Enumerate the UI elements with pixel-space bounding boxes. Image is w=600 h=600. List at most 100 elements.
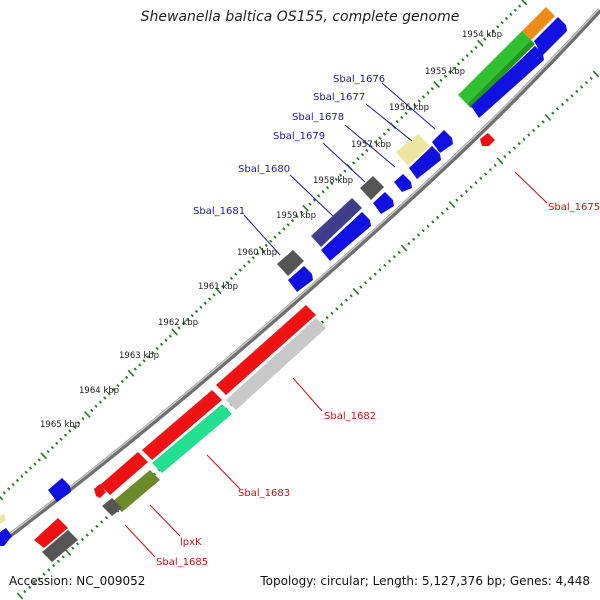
scale-tick xyxy=(461,58,465,62)
gene-feature-orange[interactable] xyxy=(522,7,555,40)
gene-label-sbal-1675[interactable]: Sbal_1675 xyxy=(548,202,600,213)
gene-label-sbal-1680[interactable]: Sbal_1680 xyxy=(238,164,290,175)
scale-tick xyxy=(407,242,411,246)
scale-tick xyxy=(397,250,401,254)
scale-tick xyxy=(90,408,94,413)
genome-backbone xyxy=(0,8,600,545)
gene-feature-pale-edge[interactable] xyxy=(0,514,6,524)
scale-tick xyxy=(85,533,89,537)
scale-tick xyxy=(452,66,456,70)
scale-tick xyxy=(24,470,28,474)
scale-tick xyxy=(335,307,339,311)
scale-tick xyxy=(103,396,107,400)
scale-tick xyxy=(23,590,27,594)
scale-tick xyxy=(465,53,469,58)
scale-tick xyxy=(242,264,247,268)
callout-sbal-1675 xyxy=(514,171,548,204)
scale-tick xyxy=(247,260,251,264)
gene-feature-gray-1960[interactable] xyxy=(277,250,304,276)
scale-tick xyxy=(76,421,81,425)
scale-tick xyxy=(138,363,142,367)
gene-label-sbal-1678[interactable]: Sbal_1678 xyxy=(292,112,344,123)
gene-feature-blue-edge[interactable] xyxy=(0,528,12,546)
gene-feature-sbal-1675[interactable] xyxy=(480,133,495,146)
gene-feature-blue-1960[interactable] xyxy=(288,266,313,292)
gene-label-sbal-1685[interactable]: Sbal_1685 xyxy=(156,557,208,568)
gene-label-sbal-1676[interactable]: Sbal_1676 xyxy=(333,74,385,85)
callout-sbal-1685 xyxy=(124,524,156,558)
gene-feature-green-lower[interactable] xyxy=(467,40,535,108)
scale-tick xyxy=(55,441,59,446)
gene-feature-sbal-1676[interactable] xyxy=(432,130,453,153)
gene-feature-sbal-1683[interactable] xyxy=(152,404,232,473)
scale-tick xyxy=(500,20,504,25)
gene-label-sbal-1682[interactable]: Sbal_1682 xyxy=(324,411,376,422)
scale-tick xyxy=(11,482,15,487)
gene-feature-sbal-1685[interactable] xyxy=(102,498,122,516)
scale-tick xyxy=(460,194,464,198)
gene-feature-sbal-1678[interactable] xyxy=(409,146,441,179)
scale-label: 1955 kbp xyxy=(425,67,465,77)
scale-tick xyxy=(344,298,348,302)
feature-shading xyxy=(142,31,531,460)
scale-tick xyxy=(532,128,536,133)
scale-label: 1962 kbp xyxy=(158,318,198,328)
callout-sbal-1681 xyxy=(243,214,281,256)
scale-tick xyxy=(100,520,104,524)
scale-tick xyxy=(81,416,85,421)
gene-feature-blue-1959[interactable] xyxy=(321,212,371,261)
scale-tick xyxy=(273,235,277,239)
scale-tick xyxy=(225,280,229,285)
gene-feature-blue-1966[interactable] xyxy=(48,478,71,502)
scale-tick xyxy=(426,224,430,228)
scale-tick xyxy=(171,328,178,336)
gene-feature-blue-1954[interactable] xyxy=(534,17,567,56)
gene-feature-sbal-1682-gray[interactable] xyxy=(226,318,326,410)
topology-text: Topology: circular; Length: 5,127,376 bp… xyxy=(260,574,590,588)
scale-tick xyxy=(517,141,521,146)
scale-tick xyxy=(508,150,512,154)
gene-feature-red-1966[interactable] xyxy=(34,518,68,548)
scale-label: 1958 kbp xyxy=(313,176,353,186)
scale-tick xyxy=(84,411,91,418)
scale-tick xyxy=(0,495,4,501)
scale-tick xyxy=(416,233,420,237)
scale-tick xyxy=(477,39,484,47)
scale-tick xyxy=(325,315,329,320)
scale-label: 1964 kbp xyxy=(79,386,119,396)
scale-tick xyxy=(373,272,377,276)
scale-tick xyxy=(111,388,116,392)
gene-feature-sbal-1680[interactable] xyxy=(360,176,384,200)
scale-tick xyxy=(71,546,75,550)
gene-label-sbal-1683[interactable]: Sbal_1683 xyxy=(238,488,290,499)
gene-label-sbal-1677[interactable]: Sbal_1677 xyxy=(313,92,365,103)
scale-tick xyxy=(360,152,365,157)
gene-feature-red-1965[interactable] xyxy=(100,452,148,495)
gene-feature-sbal-1677[interactable] xyxy=(396,134,430,166)
gene-label-lpxK[interactable]: lpxK xyxy=(180,537,202,548)
scale-tick xyxy=(527,133,531,137)
scale-tick xyxy=(448,70,452,74)
scale-tick xyxy=(352,161,356,165)
gene-label-sbal-1681[interactable]: Sbal_1681 xyxy=(193,206,245,217)
scale-tick xyxy=(484,172,488,176)
scale-tick xyxy=(400,244,408,252)
scale-tick xyxy=(125,375,129,380)
scale-tick xyxy=(382,132,386,136)
gene-feature-sbal-1679[interactable] xyxy=(394,174,412,192)
scale-tick xyxy=(7,487,11,491)
scale-tick xyxy=(565,98,569,102)
scale-tick xyxy=(312,198,317,202)
scale-tick xyxy=(15,478,20,483)
gene-feature-lpxK[interactable] xyxy=(112,470,160,512)
gene-feature-red-small[interactable] xyxy=(94,484,106,498)
gene-feature-blue-1955[interactable] xyxy=(471,46,544,118)
scale-tick xyxy=(199,305,203,309)
callout-sbal-1682 xyxy=(292,377,323,412)
scale-tick xyxy=(455,198,459,202)
scale-tick xyxy=(408,107,413,111)
callout-sbal-1683 xyxy=(206,454,241,490)
gene-label-sbal-1679[interactable]: Sbal_1679 xyxy=(273,131,325,142)
gene-feature-gray-1966[interactable] xyxy=(42,530,78,562)
gene-feature-sbal-1680-fwd[interactable] xyxy=(373,192,394,214)
